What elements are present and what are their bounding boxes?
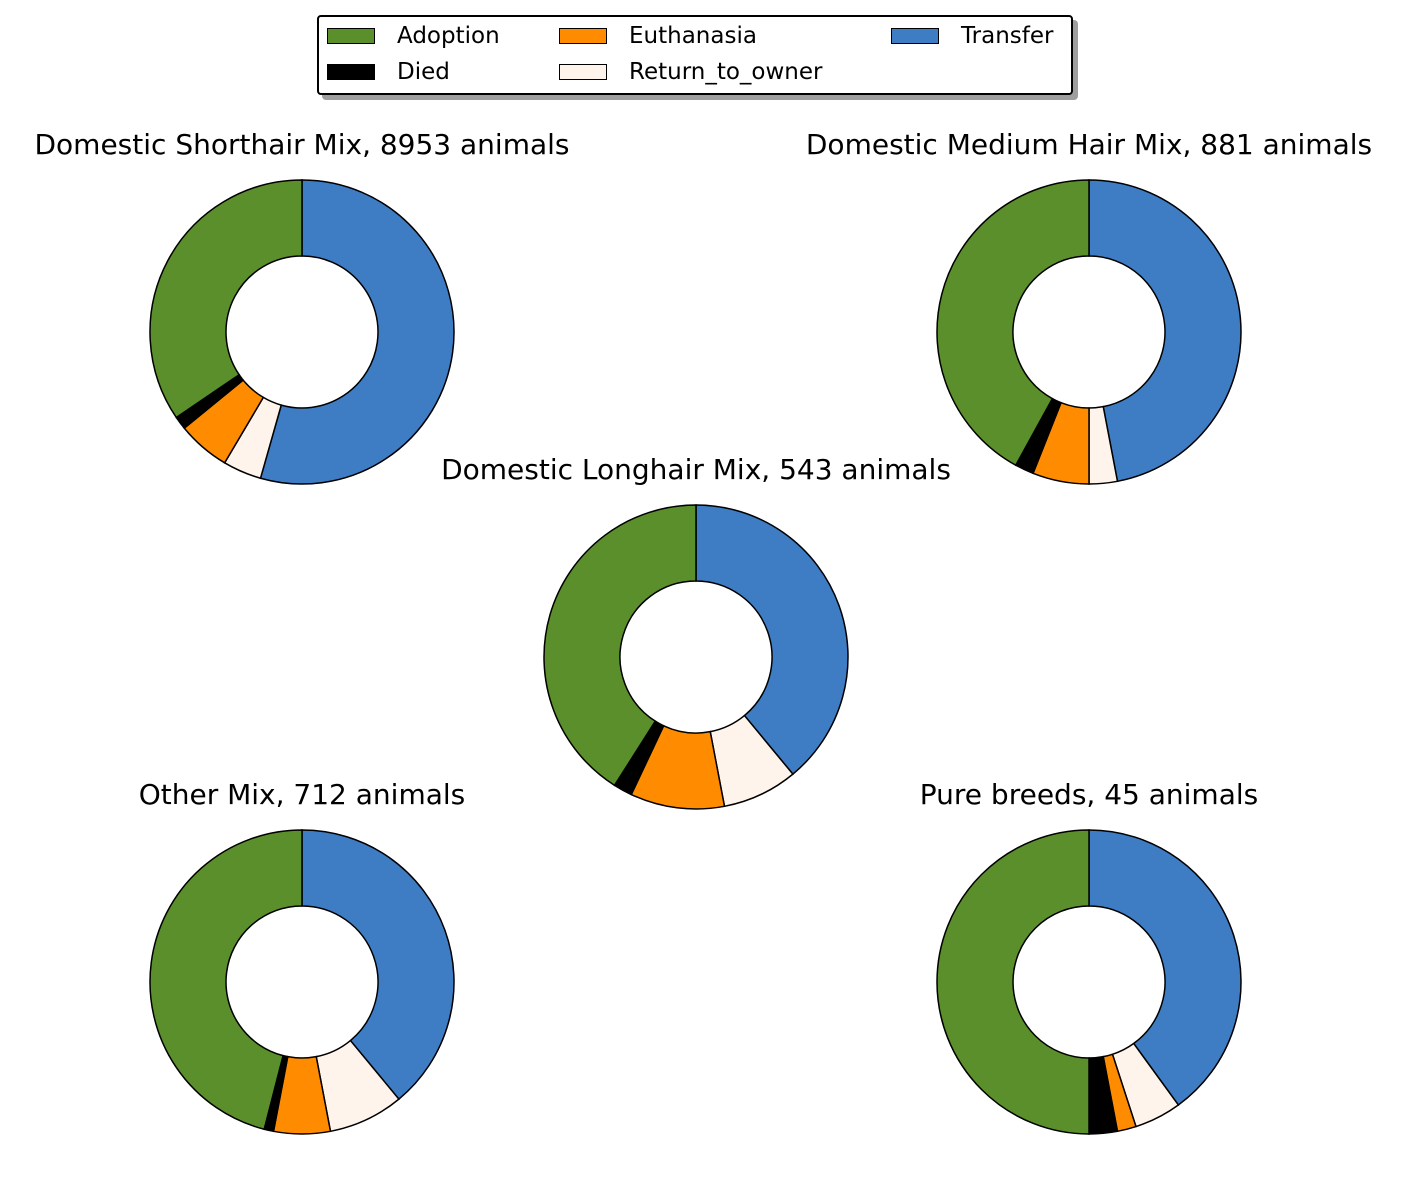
slice-adoption — [936, 829, 1090, 1135]
slice-transfer — [695, 504, 849, 776]
legend-label-return-to-owner: Return_to_owner — [629, 59, 823, 85]
legend-label-transfer: Transfer — [961, 23, 1054, 49]
donut-chart-domestic-medium-hair-mix: Domestic Medium Hair Mix, 881 animals — [806, 128, 1372, 485]
slice-adoption — [149, 179, 303, 419]
chart-title-pure-breeds: Pure breeds, 45 animals — [920, 778, 1258, 811]
legend-item-transfer: Transfer — [891, 22, 1053, 50]
slice-adoption — [936, 179, 1090, 467]
chart-title-domestic-medium-hair-mix: Domestic Medium Hair Mix, 881 animals — [806, 128, 1372, 161]
legend-label-euthanasia: Euthanasia — [629, 23, 757, 49]
legend-label-adoption: Adoption — [397, 23, 500, 49]
legend-item-adoption: Adoption — [327, 22, 500, 50]
legend-label-died: Died — [397, 59, 450, 85]
legend-swatch-died — [327, 64, 375, 80]
legend-item-return-to-owner: Return_to_owner — [559, 58, 822, 86]
donut-chart-domestic-longhair-mix: Domestic Longhair Mix, 543 animals — [441, 453, 951, 810]
legend-swatch-euthanasia — [559, 28, 607, 44]
legend-item-euthanasia: Euthanasia — [559, 22, 757, 50]
chart-title-domestic-shorthair-mix: Domestic Shorthair Mix, 8953 animals — [34, 128, 569, 161]
legend-swatch-transfer — [891, 28, 939, 44]
slice-adoption — [149, 829, 303, 1131]
legend-item-died: Died — [327, 58, 450, 86]
slice-transfer — [1088, 179, 1242, 483]
donut-chart-domestic-shorthair-mix: Domestic Shorthair Mix, 8953 animals — [34, 128, 570, 485]
slice-transfer — [1088, 829, 1242, 1107]
chart-title-domestic-longhair-mix: Domestic Longhair Mix, 543 animals — [441, 453, 951, 486]
legend: Adoption Euthanasia Transfer Died Return… — [317, 15, 1073, 95]
donut-chart-other-mix: Other Mix, 712 animals — [139, 778, 466, 1135]
chart-title-other-mix: Other Mix, 712 animals — [139, 778, 466, 811]
donut-chart-pure-breeds: Pure breeds, 45 animals — [920, 778, 1258, 1135]
legend-swatch-adoption — [327, 28, 375, 44]
slice-transfer — [301, 829, 455, 1101]
legend-swatch-return-to-owner — [559, 64, 607, 80]
slice-transfer — [259, 179, 455, 485]
slice-adoption — [543, 504, 697, 787]
